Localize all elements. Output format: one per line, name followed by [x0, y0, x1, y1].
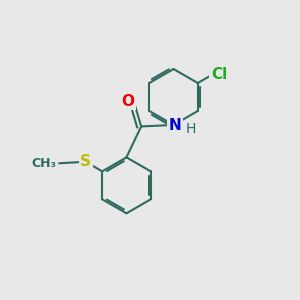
Text: H: H	[186, 122, 196, 136]
Text: S: S	[80, 154, 91, 169]
Text: CH₃: CH₃	[32, 157, 57, 170]
Text: O: O	[122, 94, 135, 109]
Text: N: N	[169, 118, 182, 133]
Text: Cl: Cl	[211, 67, 227, 82]
